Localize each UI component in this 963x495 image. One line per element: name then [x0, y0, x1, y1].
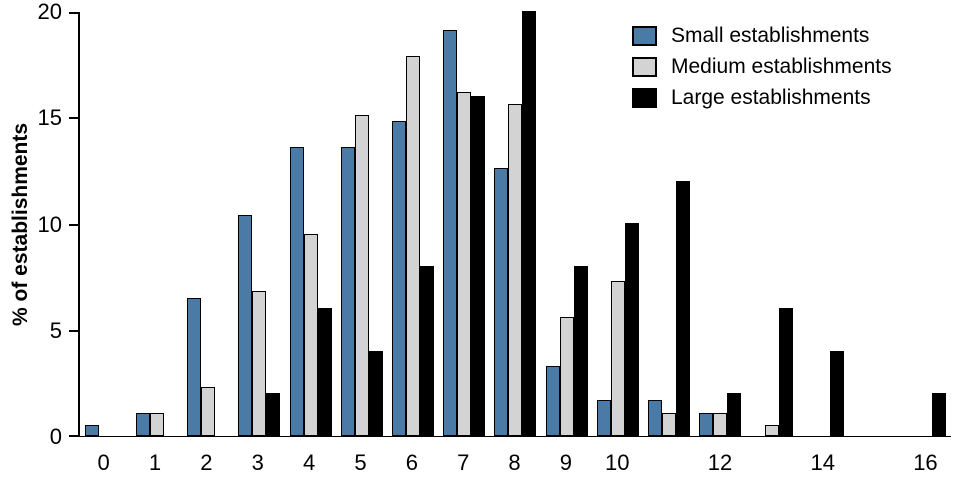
- bar-group-12: [695, 12, 746, 436]
- bar: [676, 181, 691, 436]
- bar: [545, 366, 560, 436]
- bar-group-16: [900, 12, 951, 436]
- x-tick-label: 5: [354, 450, 367, 475]
- x-tick-label: 12: [707, 450, 733, 475]
- x-tick-label: 3: [251, 450, 264, 475]
- x-axis-labels: 0 1 2 3 4 5 6 7 8 9 10 12 14 16: [78, 447, 951, 479]
- bar: [522, 11, 537, 436]
- x-tick-label: 0: [97, 450, 110, 475]
- bar-group-10: [592, 12, 643, 436]
- legend-item: Medium establishments: [632, 55, 892, 79]
- bar-group-2: [182, 12, 233, 436]
- bar: [317, 308, 332, 436]
- bar: [624, 223, 639, 436]
- y-tick-label: 0: [49, 424, 62, 449]
- plot-area: 0 5 10 15 20 Small establishments Medium esta…: [38, 1, 951, 448]
- legend-swatch: [632, 88, 657, 108]
- x-tick-label: [746, 447, 797, 479]
- bar-group-5: [336, 12, 387, 436]
- y-tick: [69, 329, 78, 332]
- bar: [84, 425, 99, 436]
- x-tick-label: [643, 447, 694, 479]
- bar: [829, 351, 844, 436]
- bar-group-0: [80, 12, 131, 436]
- bar-group-13: [746, 12, 797, 436]
- y-axis: 0 5 10 15 20: [38, 1, 951, 448]
- x-tick-label: [848, 447, 899, 479]
- bar: [573, 266, 588, 436]
- y-tick-label: 15: [37, 105, 62, 131]
- x-tick-label: 8: [508, 450, 521, 475]
- legend-swatch: [632, 57, 657, 77]
- bar: [778, 308, 793, 436]
- legend-swatch: [632, 26, 657, 46]
- bar-group-9: [541, 12, 592, 436]
- legend-label: Small establishments: [671, 24, 870, 47]
- y-tick-label: 10: [37, 211, 62, 237]
- bar: [457, 92, 472, 436]
- bar: [238, 215, 253, 436]
- bar: [289, 147, 304, 436]
- bar-group-8: [490, 11, 541, 436]
- x-tick-label: 10: [605, 450, 630, 475]
- bar: [266, 393, 281, 436]
- bar: [303, 234, 318, 436]
- x-tick-label: 14: [810, 450, 835, 475]
- y-tick: [69, 223, 78, 226]
- y-tick: [69, 435, 78, 437]
- bar: [187, 298, 202, 436]
- bar: [932, 393, 947, 436]
- bar: [135, 413, 150, 436]
- bar: [406, 56, 421, 436]
- x-tick-label: 6: [405, 450, 418, 475]
- legend-item: Large establishments: [632, 86, 892, 110]
- bar-group-14: [797, 12, 848, 436]
- bar: [252, 291, 267, 436]
- x-tick-label: 4: [302, 450, 316, 475]
- y-tick: [69, 12, 78, 14]
- bar: [713, 413, 728, 436]
- y-tick-label: 20: [37, 0, 62, 24]
- legend-label: Large establishments: [671, 86, 871, 109]
- bar: [354, 115, 369, 436]
- bar: [764, 425, 779, 436]
- bar: [340, 147, 355, 436]
- bar-group-11: [644, 12, 695, 436]
- bar: [699, 413, 714, 436]
- bar: [149, 413, 164, 436]
- y-tick: [69, 117, 78, 120]
- bar: [494, 168, 509, 436]
- x-tick-label: 7: [457, 450, 470, 475]
- bar: [508, 104, 523, 436]
- bar: [559, 317, 574, 436]
- bar: [648, 400, 663, 436]
- x-tick-label: 9: [559, 450, 573, 475]
- bar-group-3: [234, 12, 285, 436]
- bar: [662, 413, 677, 436]
- bar-groups: [80, 11, 951, 436]
- bar: [596, 400, 611, 436]
- bar: [420, 266, 435, 436]
- bar: [610, 281, 625, 436]
- bar: [471, 96, 486, 436]
- bar: [392, 121, 407, 436]
- y-tick-label: 5: [49, 317, 62, 343]
- x-tick-label: 1: [148, 450, 162, 475]
- bar: [368, 351, 383, 436]
- legend-item: Small establishments: [632, 24, 892, 48]
- bar-group-6: [387, 12, 438, 436]
- legend: Small establishments Medium establishment…: [632, 24, 892, 110]
- bar: [201, 387, 216, 436]
- legend-label: Medium establishments: [671, 55, 892, 78]
- bar-group-7: [439, 12, 490, 436]
- bar-group-1: [131, 12, 182, 436]
- bar-group-4: [285, 12, 336, 436]
- x-tick-label: 2: [200, 450, 213, 475]
- bar: [727, 393, 742, 436]
- bar: [443, 30, 458, 436]
- x-tick-label: 16: [913, 450, 938, 475]
